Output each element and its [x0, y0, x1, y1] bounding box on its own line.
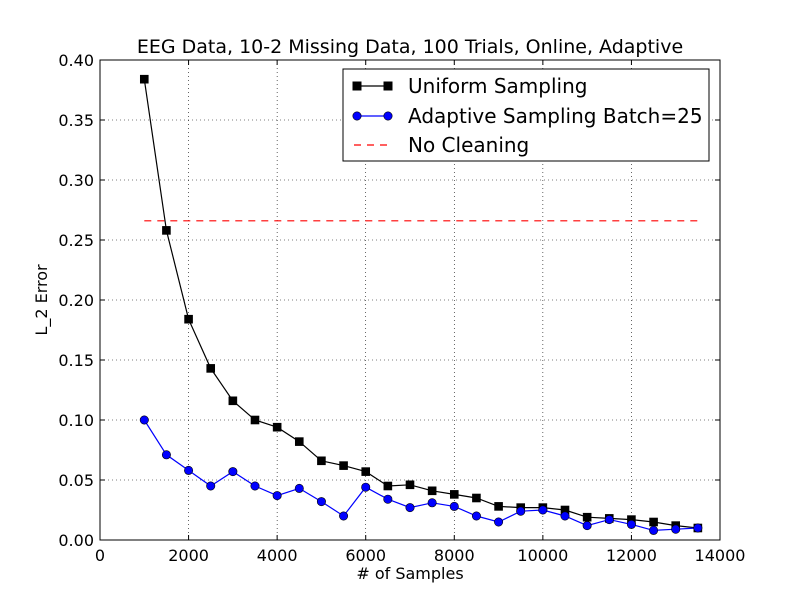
- data-point-adaptive-sampling-batch-25: [560, 511, 570, 521]
- x-tick-label: 10000: [517, 546, 568, 565]
- data-point-uniform-sampling: [361, 467, 371, 476]
- data-point-uniform-sampling: [649, 517, 658, 527]
- data-point-adaptive-sampling-batch-25: [139, 415, 149, 425]
- data-point-adaptive-sampling-batch-25: [184, 465, 194, 475]
- data-point-adaptive-sampling-batch-25: [693, 523, 703, 533]
- data-point-adaptive-sampling-batch-25: [339, 511, 349, 521]
- data-point-uniform-sampling: [427, 486, 437, 496]
- data-point-adaptive-sampling-batch-25: [228, 467, 238, 477]
- data-point-uniform-sampling: [184, 314, 193, 324]
- data-point-adaptive-sampling-batch-25: [316, 497, 326, 507]
- y-axis-label: L_2 Error: [32, 264, 52, 336]
- data-point-adaptive-sampling-batch-25: [582, 521, 592, 531]
- data-point-adaptive-sampling-batch-25: [272, 491, 282, 501]
- data-point-adaptive-sampling-batch-25: [494, 517, 504, 527]
- data-point-uniform-sampling: [472, 493, 481, 503]
- data-point-uniform-sampling: [162, 226, 171, 235]
- legend-label-adaptive: Adaptive Sampling Batch=25: [408, 104, 703, 128]
- y-tick-label: 0.25: [58, 231, 94, 250]
- legend-label-no-cleaning: No Cleaning: [408, 133, 529, 157]
- legend-marker-uniform: [352, 81, 362, 91]
- chart-title: EEG Data, 10-2 Missing Data, 100 Trials,…: [137, 36, 683, 58]
- data-point-uniform-sampling: [139, 74, 149, 84]
- x-tick-label: 14000: [695, 546, 746, 565]
- data-point-uniform-sampling: [317, 456, 326, 466]
- legend-label-uniform: Uniform Sampling: [408, 74, 587, 98]
- data-point-adaptive-sampling-batch-25: [604, 515, 614, 525]
- data-point-adaptive-sampling-batch-25: [649, 525, 659, 535]
- legend-marker-uniform-2: [383, 81, 393, 91]
- data-point-adaptive-sampling-batch-25: [250, 481, 260, 491]
- y-tick-label: 0.35: [58, 111, 94, 130]
- data-point-uniform-sampling: [206, 364, 216, 373]
- data-point-uniform-sampling: [405, 480, 415, 490]
- data-point-adaptive-sampling-batch-25: [405, 503, 415, 513]
- data-point-uniform-sampling: [294, 437, 304, 446]
- y-tick-label: 0.40: [58, 51, 94, 70]
- x-tick-label: 4000: [257, 546, 298, 565]
- y-tick-label: 0.10: [58, 411, 94, 430]
- x-tick-label: 8000: [434, 546, 475, 565]
- x-tick-label: 6000: [345, 546, 386, 565]
- data-point-adaptive-sampling-batch-25: [671, 524, 681, 534]
- data-point-adaptive-sampling-batch-25: [294, 483, 304, 493]
- data-point-uniform-sampling: [449, 490, 459, 499]
- data-point-uniform-sampling: [582, 512, 592, 522]
- x-tick-label: 12000: [606, 546, 657, 565]
- data-point-adaptive-sampling-batch-25: [538, 505, 548, 515]
- data-point-adaptive-sampling-batch-25: [206, 481, 216, 491]
- data-point-adaptive-sampling-batch-25: [626, 519, 636, 529]
- y-tick-label: 0.05: [58, 471, 94, 490]
- y-tick-label: 0.15: [58, 351, 94, 370]
- data-point-adaptive-sampling-batch-25: [427, 498, 437, 508]
- data-point-uniform-sampling: [228, 396, 238, 406]
- data-point-uniform-sampling: [272, 422, 282, 432]
- y-tick-label: 0.30: [58, 171, 94, 190]
- x-tick-label: 0: [95, 546, 105, 565]
- series-layer: [139, 74, 703, 535]
- data-point-adaptive-sampling-batch-25: [471, 511, 481, 521]
- legend: Uniform Sampling Adaptive Sampling Batch…: [342, 68, 710, 162]
- data-point-adaptive-sampling-batch-25: [361, 482, 371, 492]
- tick-layer: 0 2000 4000 6000 8000 10000 12000 14000 0.00 0.05…: [58, 51, 745, 565]
- data-point-adaptive-sampling-batch-25: [161, 450, 171, 460]
- y-tick-label: 0.00: [58, 531, 94, 550]
- legend-marker-adaptive: [352, 111, 362, 121]
- x-tick-label: 2000: [168, 546, 209, 565]
- legend-marker-adaptive-2: [383, 111, 393, 121]
- data-point-adaptive-sampling-batch-25: [383, 494, 393, 504]
- data-point-uniform-sampling: [383, 481, 393, 491]
- data-point-adaptive-sampling-batch-25: [449, 501, 459, 511]
- data-point-uniform-sampling: [250, 415, 260, 425]
- legend-frame: [342, 68, 710, 162]
- data-point-uniform-sampling: [494, 502, 503, 511]
- data-point-adaptive-sampling-batch-25: [516, 506, 526, 516]
- x-axis-label: # of Samples: [356, 564, 463, 583]
- data-point-uniform-sampling: [339, 461, 348, 470]
- y-tick-label: 0.20: [58, 291, 94, 310]
